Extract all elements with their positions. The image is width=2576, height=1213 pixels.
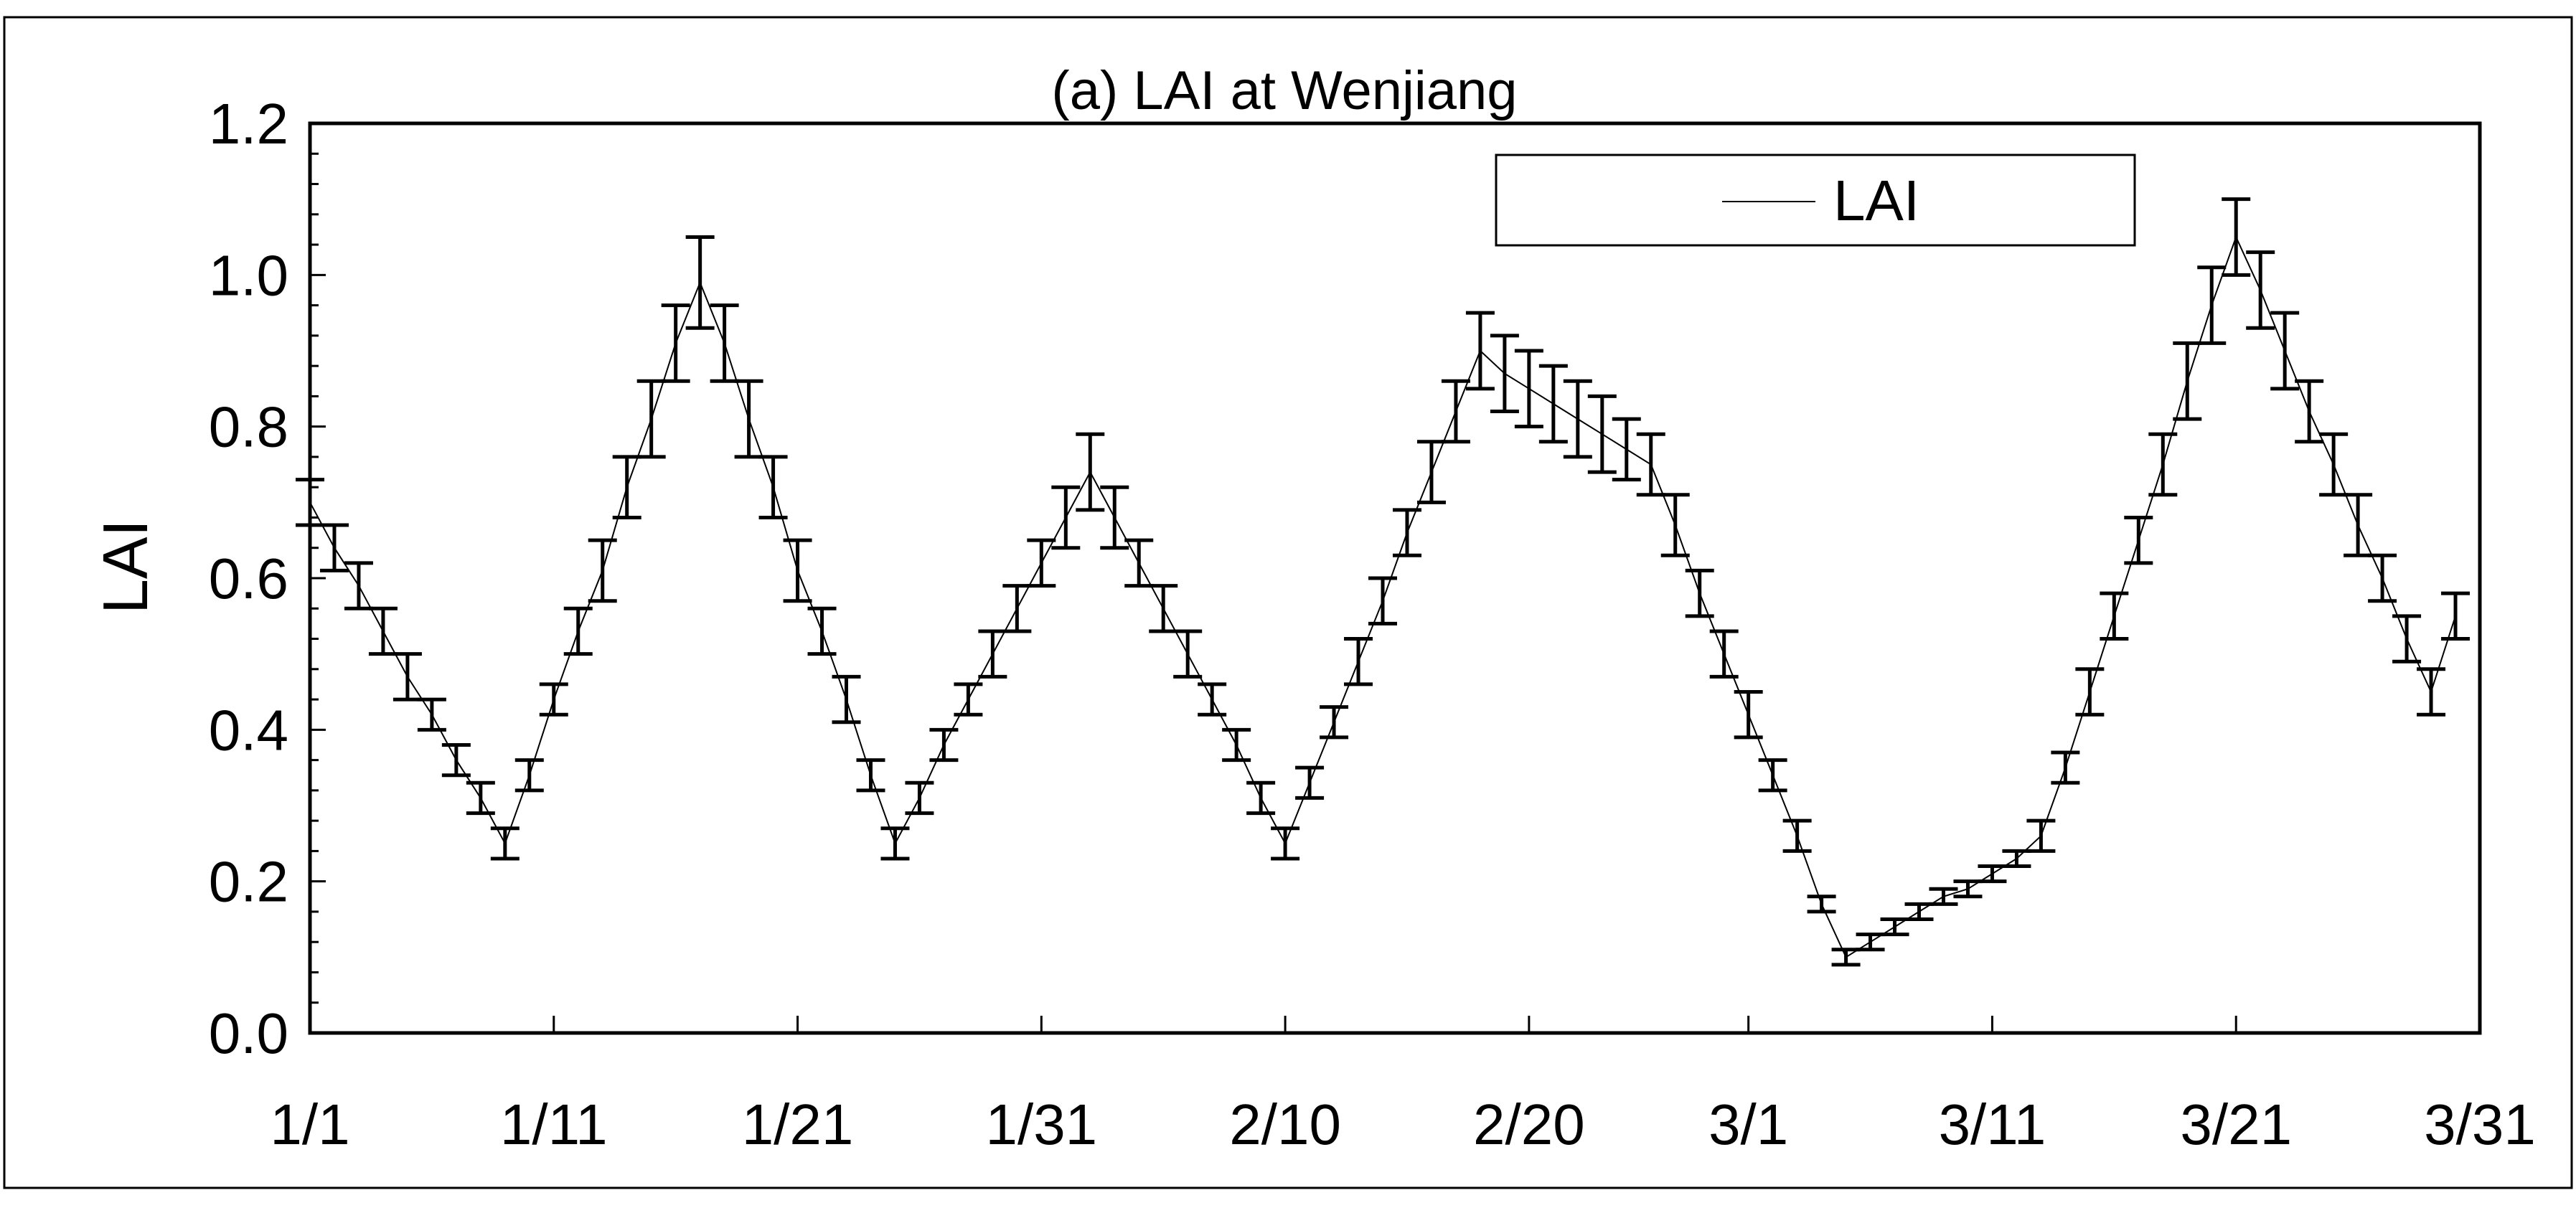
- x-axis: 1/1 1/11 1/21 1/31 2/10 2/20 3/1 3/11 3/21 3/31: [270, 1016, 2536, 1156]
- y-tick-label: 1.2: [209, 92, 288, 156]
- x-tick-label: 3/21: [2180, 1092, 2292, 1156]
- y-axis: 0.0 0.2 0.4 0.6 0.8 1.0 1.2: [209, 92, 326, 1065]
- y-tick-label: 0.2: [209, 850, 288, 914]
- x-tick-label: 3/31: [2424, 1092, 2536, 1156]
- x-tick-label: 2/20: [1473, 1092, 1585, 1156]
- x-tick-label: 1/21: [742, 1092, 854, 1156]
- y-tick-label: 0.0: [209, 1001, 288, 1065]
- x-tick-label: 1/31: [985, 1092, 1097, 1156]
- legend-box: [1495, 154, 2136, 247]
- series-lai: [296, 197, 2471, 967]
- x-tick-label: 3/11: [1939, 1092, 2046, 1156]
- y-axis-label: LAI: [90, 519, 161, 614]
- y-tick-label: 1.0: [209, 243, 288, 307]
- y-tick-label: 0.4: [209, 698, 288, 762]
- legend-label-lai: LAI: [1833, 169, 1919, 232]
- chart-title: (a) LAI at Wenjiang: [1051, 60, 1517, 121]
- x-tick-label: 2/10: [1229, 1092, 1341, 1156]
- x-tick-label: 3/1: [1708, 1092, 1788, 1156]
- x-tick-label: 1/11: [500, 1092, 608, 1156]
- y-tick-label: 0.6: [209, 547, 288, 610]
- y-tick-label: 0.8: [209, 395, 288, 459]
- legend: LAI: [1495, 154, 2136, 247]
- x-tick-label: 1/1: [270, 1092, 349, 1156]
